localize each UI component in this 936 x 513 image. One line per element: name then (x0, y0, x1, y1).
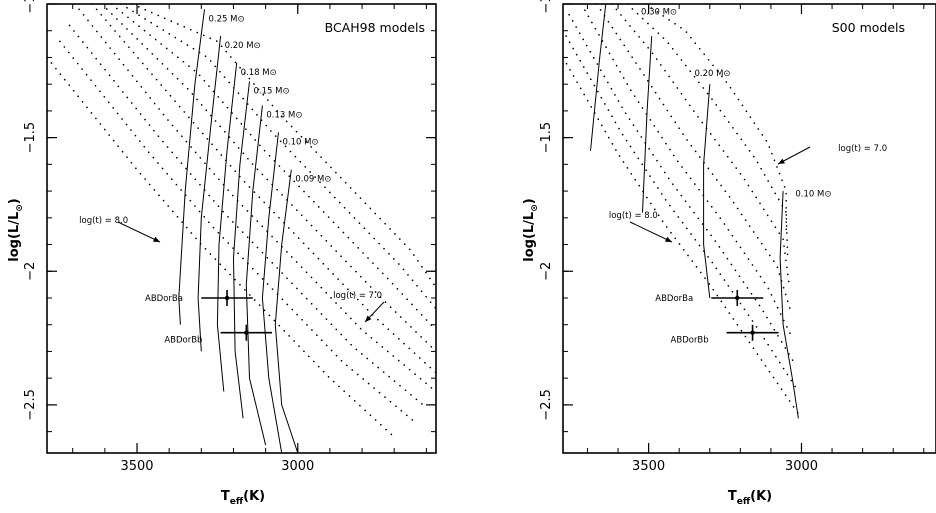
track-label-2: 0.20 M⊙ (694, 69, 730, 79)
isochrone-8 (120, 4, 436, 310)
mass-track-2 (197, 36, 222, 352)
track-label-3: 0.10 M⊙ (795, 189, 831, 199)
star-label-1: ABDorBa (145, 294, 183, 304)
star-label-2: ABDorBb (164, 336, 202, 346)
isochrone-4 (580, 4, 794, 339)
pointer-arrowhead-4 (778, 158, 785, 164)
track-label-1: 0.25 M⊙ (209, 14, 245, 24)
x-axis-title: Teff(K) (221, 489, 265, 507)
isochrone-7 (110, 4, 436, 331)
track-label-4: 0.15 M⊙ (254, 87, 290, 97)
star-point-2 (244, 330, 249, 335)
x-tick-label-2: 3000 (785, 459, 818, 474)
isochrone-1 (563, 56, 803, 420)
pointer-arrowhead-1 (153, 236, 160, 242)
isochrone-4 (78, 8, 434, 390)
isochrone-label-1: log(t) = 8.0 (609, 211, 658, 221)
track-label-6: 0.10 M⊙ (282, 137, 318, 147)
track-label-7: 0.09 M⊙ (295, 175, 331, 185)
track-label-1: 0.30 M⊙ (641, 8, 677, 18)
y-tick-label-4: −2.5 (23, 389, 38, 421)
mass-track-2 (642, 36, 653, 213)
isochrone-label-2: log(t) = 7.0 (838, 144, 887, 154)
isochrone-8 (644, 4, 788, 232)
star-point-2 (750, 330, 755, 335)
y-tick-label-1: −1 (23, 0, 38, 14)
track-label-3: 0.18 M⊙ (241, 68, 277, 78)
track-label-5: 0.13 M⊙ (266, 111, 302, 121)
isochrone-3 (68, 24, 424, 406)
y-tick-label-4: −2.5 (539, 389, 554, 421)
pointer-arrowhead-2 (365, 315, 372, 322)
isochrone-9 (131, 4, 436, 289)
y-axis-title: log(L/L⊙) (7, 198, 25, 261)
isochrone-6 (100, 4, 436, 353)
isochrone-5 (595, 4, 792, 313)
panel-title: BCAH98 models (325, 20, 425, 35)
isochrone-2 (565, 35, 800, 393)
y-tick-label-2: −1.5 (539, 122, 554, 154)
isochrone-3 (568, 13, 797, 366)
pointer-arrow-1 (117, 221, 161, 243)
plot-frame (562, 3, 936, 454)
y-axis-title: log(L/L⊙) (522, 198, 540, 261)
x-axis-title: Teff(K) (728, 489, 772, 507)
mass-track-4 (232, 81, 250, 419)
mass-track-4 (779, 191, 799, 419)
chart-panel-1: 0.25 M⊙ 0.20 M⊙ 0.18 M⊙ 0.15 M⊙ 0.13 M⊙ 0.10 … (7, 0, 437, 507)
panel-title: S00 models (832, 20, 905, 35)
y-tick-label-1: −1 (539, 0, 554, 14)
x-tick-label-1: 3500 (120, 459, 153, 474)
isochrone-label-1: log(t) = 8.0 (79, 216, 128, 226)
plot-area (47, 4, 436, 453)
plot-area (563, 4, 803, 420)
mass-track-6 (261, 132, 283, 453)
y-tick-label-3: −2 (539, 262, 554, 281)
star-label-2: ABDorBb (671, 336, 709, 346)
x-tick-label-1: 3500 (632, 459, 665, 474)
y-tick-label-3: −2 (23, 262, 38, 281)
mass-track-3 (703, 84, 711, 299)
pointer-arrowhead-3 (665, 236, 672, 242)
star-label-1: ABDorBa (655, 294, 693, 304)
isochrone-label-2: log(t) = 7.0 (333, 291, 382, 301)
isochrone-1 (47, 56, 396, 438)
mass-track-1 (178, 9, 205, 325)
mass-track-1 (590, 4, 607, 152)
track-label-2: 0.20 M⊙ (225, 41, 261, 51)
y-tick-label-2: −1.5 (23, 122, 38, 154)
isochrone-2 (59, 40, 415, 422)
x-tick-label-2: 3000 (281, 459, 314, 474)
chart-panel-2: 0.30 M⊙ 0.20 M⊙ 0.10 M⊙ log(t) = 8.0 log(t) … (522, 0, 936, 507)
star-point-1 (735, 295, 740, 301)
mass-track-7 (274, 169, 299, 453)
mass-track-5 (245, 105, 267, 446)
mass-track-3 (216, 62, 238, 392)
pointer-arrow-3 (629, 221, 673, 243)
star-point-1 (224, 295, 230, 301)
isochrone-6 (611, 4, 791, 286)
plot-frame (46, 3, 437, 454)
